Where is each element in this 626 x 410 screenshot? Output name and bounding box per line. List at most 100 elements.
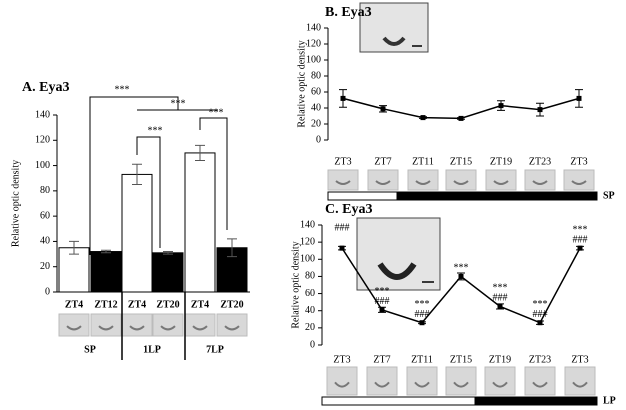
x-tick-label: ZT4 (128, 299, 146, 310)
x-tick-label: ZT4 (191, 299, 209, 310)
y-axis-label: Relative optic density (296, 40, 307, 127)
x-tick-label: ZT3 (570, 156, 587, 167)
dark-phase (474, 396, 598, 406)
tissue-image (90, 313, 122, 337)
tissue-image-detail (493, 180, 509, 185)
error-bar (101, 249, 111, 254)
significance-label: ### (573, 234, 588, 245)
significance-label: ### (415, 309, 430, 320)
point (458, 273, 464, 279)
photoperiod-label: SP (603, 190, 615, 201)
y-tick-label: 40 (311, 102, 321, 113)
photoperiod-label: LP (603, 395, 616, 406)
tissue-image-detail (160, 325, 176, 331)
x-tick-label: ZT4 (65, 299, 83, 310)
tissue-image (326, 366, 358, 396)
tissue-image-detail (374, 381, 390, 388)
x-tick-label: ZT7 (373, 354, 390, 365)
tissue-image (524, 366, 556, 396)
y-axis-label: Relative optic density (290, 241, 301, 328)
chart-title: C. Eya3 (325, 202, 372, 217)
y-tick-label: 120 (300, 236, 315, 247)
y-tick-label: 120 (35, 135, 50, 146)
x-tick-label: ZT3 (333, 354, 350, 365)
y-tick-label: 100 (300, 254, 315, 265)
y-tick-label: 100 (306, 54, 321, 65)
significance-label: ### (533, 309, 548, 320)
group-label: 7LP (206, 344, 224, 355)
tissue-image-detail (453, 381, 469, 388)
tissue-image-detail (129, 325, 145, 331)
light-phase (321, 396, 476, 406)
x-tick-label: ZT20 (156, 299, 179, 310)
x-tick-label: ZT15 (450, 354, 472, 365)
tissue-image (524, 169, 556, 191)
error-bar (163, 251, 173, 255)
x-tick-label: ZT12 (94, 299, 117, 310)
x-tick-label: ZT11 (411, 354, 433, 365)
x-tick-label: ZT23 (529, 156, 551, 167)
significance-label: *** (148, 125, 163, 136)
inset-image (359, 2, 429, 53)
tissue-image-detail (335, 180, 351, 185)
significance-label: ### (375, 296, 390, 307)
significance-label: *** (375, 286, 390, 297)
chart-title: A. Eya3 (22, 80, 69, 95)
error-bar (69, 240, 79, 255)
tissue-image-detail (98, 325, 114, 331)
point (537, 320, 543, 326)
y-tick-label: 0 (310, 339, 315, 350)
tissue-image (216, 313, 248, 337)
tissue-image-detail (224, 325, 240, 331)
tissue-image-detail (375, 180, 391, 185)
chart-title: B. Eya3 (325, 5, 372, 20)
tissue-image (366, 366, 398, 396)
significance-label: *** (493, 283, 508, 294)
significance-label: *** (209, 107, 224, 118)
tissue-image (121, 313, 153, 337)
significance-label: *** (573, 224, 588, 235)
tissue-image (407, 169, 439, 191)
significance-label: ### (335, 222, 350, 233)
x-tick-label: ZT3 (334, 156, 351, 167)
point (419, 320, 425, 326)
point (498, 103, 504, 109)
x-tick-label: ZT3 (571, 354, 588, 365)
tissue-image (152, 313, 184, 337)
line (342, 97, 580, 120)
significance-bracket (89, 96, 179, 255)
significance-label: *** (115, 84, 130, 95)
tissue-image (445, 366, 477, 396)
y-tick-label: 140 (300, 219, 315, 230)
y-tick-label: 60 (305, 288, 315, 299)
point (537, 107, 543, 113)
y-tick-label: 20 (40, 261, 50, 272)
point (380, 106, 386, 112)
tissue-image (58, 313, 90, 337)
tissue-image-detail (453, 180, 469, 185)
significance-label: *** (454, 263, 469, 274)
tissue-image-detail (492, 381, 508, 388)
y-tick-label: 0 (45, 286, 50, 297)
tissue-image-detail (66, 325, 82, 331)
error-bar (195, 144, 205, 162)
point (497, 303, 503, 309)
tissue-image (184, 313, 216, 337)
point (340, 95, 346, 101)
y-tick-label: 100 (35, 160, 50, 171)
y-axis-label: Relative optic density (10, 160, 21, 247)
error-bar (132, 163, 142, 186)
x-tick-label: ZT7 (374, 156, 391, 167)
dark-phase (396, 191, 598, 201)
y-tick-label: 140 (35, 109, 50, 120)
point (577, 245, 583, 251)
y-tick-label: 0 (316, 134, 321, 145)
y-tick-label: 140 (306, 22, 321, 33)
x-tick-label: ZT15 (450, 156, 472, 167)
y-tick-label: 20 (305, 322, 315, 333)
tissue-image (367, 169, 399, 191)
y-tick-label: 60 (40, 210, 50, 221)
bar (184, 152, 216, 293)
significance-label: *** (533, 299, 548, 310)
